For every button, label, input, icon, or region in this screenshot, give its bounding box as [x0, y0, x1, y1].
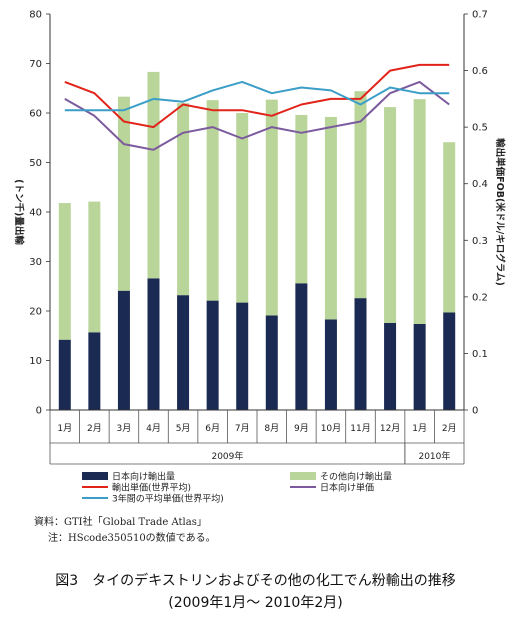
month-label: 5月: [176, 423, 191, 434]
month-label: 3月: [117, 423, 132, 434]
bar-other-export: [206, 100, 219, 301]
right-tick-label: 0.5: [472, 123, 488, 134]
left-tick-label: 80: [29, 10, 42, 21]
month-label: 8月: [264, 423, 279, 434]
bar-japan-export: [206, 300, 219, 410]
line-series: [64, 80, 450, 112]
bar-other-export: [147, 71, 160, 279]
month-label: 7月: [235, 423, 250, 434]
bar-other-export: [413, 99, 426, 324]
year-label: 2010年: [418, 450, 450, 462]
left-tick-label: 0: [36, 406, 42, 417]
right-tick-label: 0.4: [472, 179, 488, 190]
figure-caption-title: 図3 タイのデキストリンおよびその他の化工でん粉輸出の推移: [55, 573, 456, 589]
month-label: 9月: [294, 423, 309, 434]
month-label: 2月: [87, 423, 102, 434]
month-label: 1月: [57, 423, 72, 434]
bar-other-export: [443, 142, 456, 313]
legend-label: その他向け輸出量: [320, 471, 392, 483]
month-label: 12月: [380, 423, 400, 434]
right-tick-label: 0.6: [472, 66, 488, 77]
legend-swatch: [290, 472, 316, 480]
right-axis: 0 0.1 0.2 0.3 0.4 0.5 0.6 0.7: [464, 10, 488, 417]
bars-group: [58, 71, 456, 410]
legend-swatch: [82, 472, 108, 480]
year-label: 2009年: [211, 450, 243, 462]
legend-label: 日本向け単価: [320, 482, 374, 494]
month-label: 2月: [442, 423, 457, 434]
bar-other-export: [117, 96, 130, 291]
dextrin-export-chart: 0 10 20 30 40 50 60 70 80 0 0.1 0.2 0.3 0.4 0.5 0.6 0.7…: [13, 10, 506, 505]
bar-other-export: [295, 114, 308, 284]
line-series: [64, 80, 450, 151]
source-note: 資料：GTI社「Global Trade Atlas」: [34, 517, 207, 528]
figure-caption-period: (2009年1月〜 2010年2月): [168, 595, 343, 611]
right-tick-label: 0.2: [472, 292, 488, 303]
bar-japan-export: [117, 290, 130, 410]
left-tick-label: 20: [29, 307, 42, 318]
bar-other-export: [177, 103, 190, 296]
month-label: 10月: [321, 423, 341, 434]
right-tick-label: 0: [472, 406, 478, 417]
bar-japan-export: [147, 278, 160, 410]
right-tick-label: 0.3: [472, 236, 488, 247]
right-tick-label: 0.1: [472, 349, 488, 360]
left-tick-label: 40: [29, 208, 42, 219]
lines-group: [64, 63, 450, 151]
left-axis-title: (トン千)量出輸: [13, 179, 25, 245]
bar-other-export: [236, 113, 249, 303]
bar-japan-export: [384, 322, 397, 410]
month-label: 1月: [412, 423, 427, 434]
month-label: 6月: [205, 423, 220, 434]
month-label: 11月: [350, 423, 370, 434]
axis-titles: (トン千)量出輸 輸出単価FOB(米ドル/キログラム): [13, 138, 506, 286]
bar-japan-export: [177, 295, 190, 410]
left-axis: 0 10 20 30 40 50 60 70 80: [29, 10, 50, 417]
left-tick-label: 30: [29, 257, 42, 268]
bar-japan-export: [58, 339, 71, 410]
left-tick-label: 60: [29, 109, 42, 120]
bar-japan-export: [295, 283, 308, 410]
legend-label: 3年間の平均単価(世界平均): [112, 493, 224, 505]
bar-japan-export: [413, 323, 426, 410]
legend-label: 日本向け輸出量: [112, 471, 175, 483]
line-series: [64, 63, 450, 129]
plot-frame: [49, 14, 465, 411]
right-tick-label: 0.7: [472, 10, 488, 21]
bar-other-export: [354, 91, 367, 299]
left-tick-label: 70: [29, 59, 42, 70]
bar-japan-export: [324, 319, 337, 410]
bar-other-export: [265, 99, 278, 316]
right-axis-title: 輸出単価FOB(米ドル/キログラム): [494, 138, 506, 286]
bar-other-export: [88, 201, 101, 333]
bar-other-export: [58, 203, 71, 340]
left-tick-label: 10: [29, 356, 42, 367]
category-axis: 1月 2月 3月 4月 5月 6月 7月 8月 9月 10月 11月 12月 1月 2月 2009年 2010…: [49, 410, 465, 465]
left-tick-label: 50: [29, 158, 42, 169]
bar-japan-export: [88, 332, 101, 410]
bar-japan-export: [354, 298, 367, 410]
bar-other-export: [384, 107, 397, 323]
bar-other-export: [324, 116, 337, 320]
bar-japan-export: [443, 312, 456, 410]
bar-japan-export: [236, 302, 249, 410]
bar-japan-export: [265, 315, 278, 410]
legend-label: 輸出単価(世界平均): [112, 482, 191, 494]
remark-note: 注：HScode350510の数値である。: [48, 533, 216, 544]
month-label: 4月: [146, 423, 161, 434]
